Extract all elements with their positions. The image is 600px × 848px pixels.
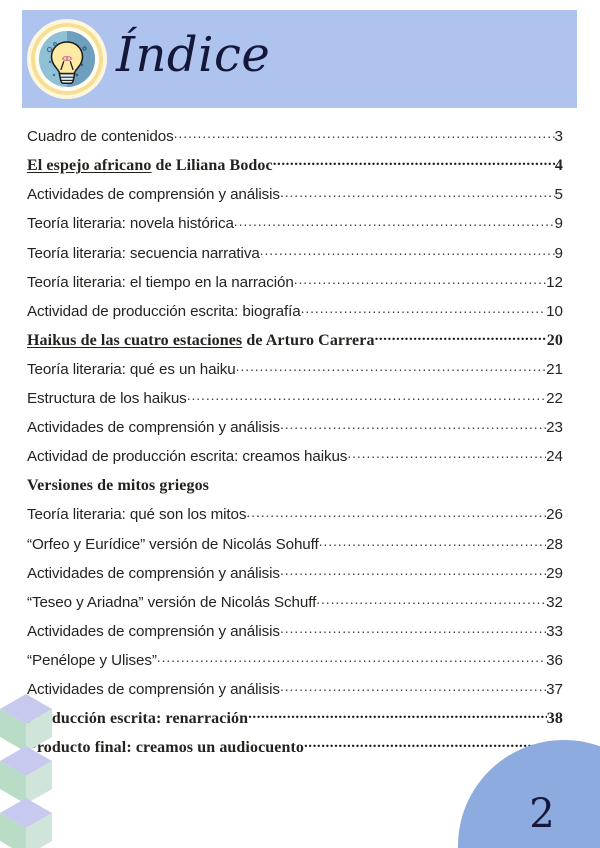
toc-leader-dots: [316, 592, 546, 607]
page-title: Índice: [116, 27, 271, 83]
toc-entry-page: 26: [546, 506, 563, 524]
toc-entry[interactable]: Actividades de comprensión y análisis 37: [27, 679, 563, 708]
toc-entry-label: “Teseo y Ariadna” versión de Nicolás Sch…: [27, 593, 317, 611]
toc-entry[interactable]: El espejo africano de Liliana Bodoc 4: [27, 155, 563, 184]
toc-entry[interactable]: Teoría literaria: secuencia narrativa 9: [27, 242, 563, 271]
toc-entry[interactable]: Actividades de comprensión y análisis 29: [27, 562, 563, 591]
isometric-cube-icon: [0, 692, 54, 754]
toc-entry-label: Actividades de comprensión y análisis: [27, 419, 280, 437]
toc-leader-dots: [187, 388, 546, 403]
toc-leader-dots: [319, 533, 546, 548]
page-number: 2: [529, 791, 555, 837]
toc-leader-dots: [174, 126, 555, 141]
toc-entry-label: Versiones de mitos griegos: [27, 477, 209, 495]
toc-entry[interactable]: Estructura de los haikus 22: [27, 388, 563, 417]
toc-entry[interactable]: Actividad de producción escrita: creamos…: [27, 446, 563, 475]
toc-leader-dots: [294, 271, 546, 286]
toc-entry-label: Cuadro de contenidos: [27, 128, 174, 146]
toc-entry-label: Estructura de los haikus: [27, 390, 187, 408]
toc-leader-dots: [280, 184, 555, 199]
toc-entry-page: 4: [554, 157, 563, 175]
toc-leader-dots: [234, 213, 555, 228]
decorative-cubes: [0, 692, 54, 848]
toc-entry[interactable]: Teoría literaria: novela histórica 9: [27, 213, 563, 242]
toc-leader-dots: [280, 562, 546, 577]
toc-leader-dots: [347, 446, 546, 461]
toc-entry[interactable]: Teoría literaria: el tiempo en la narrac…: [27, 271, 563, 300]
toc-entry[interactable]: Teoría literaria: qué es un haiku 21: [27, 359, 563, 388]
toc-entry[interactable]: Producto final: creamos un audiocuento39: [27, 737, 563, 766]
toc-leader-dots: [280, 679, 546, 694]
toc-entry-page: 9: [554, 215, 563, 233]
toc-entry-label: Teoría literaria: el tiempo en la narrac…: [27, 273, 294, 291]
toc-entry-label: Actividades de comprensión y análisis: [27, 622, 280, 640]
lightbulb-badge-icon: [26, 18, 108, 100]
toc-entry-label: Teoría literaria: qué son los mitos: [27, 506, 247, 524]
toc-entry-label: El espejo africano de Liliana Bodoc: [27, 157, 273, 175]
toc-entry-label: Actividad de producción escrita: biograf…: [27, 302, 301, 320]
toc-entry-page: 3: [554, 128, 563, 146]
toc-entry-label: Actividades de comprensión y análisis: [27, 680, 280, 698]
toc-entry-page: 24: [546, 448, 563, 466]
toc-entry-label: Actividades de comprensión y análisis: [27, 564, 280, 582]
toc-entry-page: 33: [546, 622, 563, 640]
toc-entry-page: 22: [546, 390, 563, 408]
toc-leader-dots: [209, 475, 563, 490]
toc-entry[interactable]: Actividad de producción escrita: biograf…: [27, 301, 563, 330]
toc-entry[interactable]: “Penélope y Ulises” 36: [27, 650, 563, 679]
toc-entry[interactable]: Teoría literaria: qué son los mitos 26: [27, 504, 563, 533]
toc-entry[interactable]: Actividades de comprensión y análisis 5: [27, 184, 563, 213]
toc-entry[interactable]: Actividades de comprensión y análisis 23: [27, 417, 563, 446]
toc-leader-dots: [304, 737, 547, 752]
toc-entry-label: Actividad de producción escrita: creamos…: [27, 448, 348, 466]
toc-entry-page: 29: [546, 564, 563, 582]
toc-entry-page: 28: [546, 535, 563, 553]
toc-leader-dots: [248, 708, 547, 723]
toc-entry-label: Producción escrita: renarración: [27, 710, 249, 728]
toc-entry-label: Actividades de comprensión y análisis: [27, 186, 280, 204]
toc-leader-dots: [280, 417, 546, 432]
toc-leader-dots: [280, 621, 546, 636]
toc-leader-dots: [157, 650, 546, 665]
toc-entry-page: 20: [546, 331, 563, 349]
toc-entry-label: Producto final: creamos un audiocuento: [27, 739, 304, 757]
toc-leader-dots: [375, 330, 547, 345]
toc-leader-dots: [301, 301, 547, 316]
isometric-cube-icon: [0, 796, 54, 848]
toc-entry-page: 5: [554, 186, 563, 204]
toc-entry-page: 23: [546, 419, 563, 437]
toc-leader-dots: [273, 155, 555, 170]
toc-entry-page: 37: [546, 680, 563, 698]
toc-entry-label: “Penélope y Ulises”: [27, 651, 157, 669]
toc-entry[interactable]: Producción escrita: renarración 38: [27, 708, 563, 737]
toc-entry-label: “Orfeo y Eurídice” versión de Nicolás So…: [27, 535, 319, 553]
toc-entry[interactable]: “Teseo y Ariadna” versión de Nicolás Sch…: [27, 592, 563, 621]
toc-entry-label: Haikus de las cuatro estaciones de Artur…: [27, 331, 375, 349]
toc-entry-page: 10: [546, 302, 563, 320]
toc-entry[interactable]: Actividades de comprensión y análisis 33: [27, 621, 563, 650]
toc-entry[interactable]: Cuadro de contenidos 3: [27, 126, 563, 155]
toc-entry[interactable]: “Orfeo y Eurídice” versión de Nicolás So…: [27, 533, 563, 562]
toc-entry-label: Teoría literaria: qué es un haiku: [27, 360, 236, 378]
toc-entry[interactable]: Versiones de mitos griegos: [27, 475, 563, 504]
toc-entry-page: 21: [546, 360, 563, 378]
table-of-contents: Cuadro de contenidos 3 El espejo africano …: [27, 126, 563, 766]
toc-entry-label: Teoría literaria: secuencia narrativa: [27, 244, 260, 262]
toc-leader-dots: [246, 504, 546, 519]
toc-entry-page: 38: [546, 710, 563, 728]
isometric-cube-icon: [0, 744, 54, 806]
toc-entry[interactable]: Haikus de las cuatro estaciones de Artur…: [27, 330, 563, 359]
toc-entry-page: 32: [546, 593, 563, 611]
toc-entry-label: Teoría literaria: novela histórica: [27, 215, 234, 233]
toc-entry-page: 9: [554, 244, 563, 262]
toc-leader-dots: [260, 242, 555, 257]
toc-leader-dots: [236, 359, 546, 374]
toc-entry-page: 36: [546, 651, 563, 669]
header-banner: [22, 10, 577, 108]
toc-entry-page: 12: [546, 273, 563, 291]
